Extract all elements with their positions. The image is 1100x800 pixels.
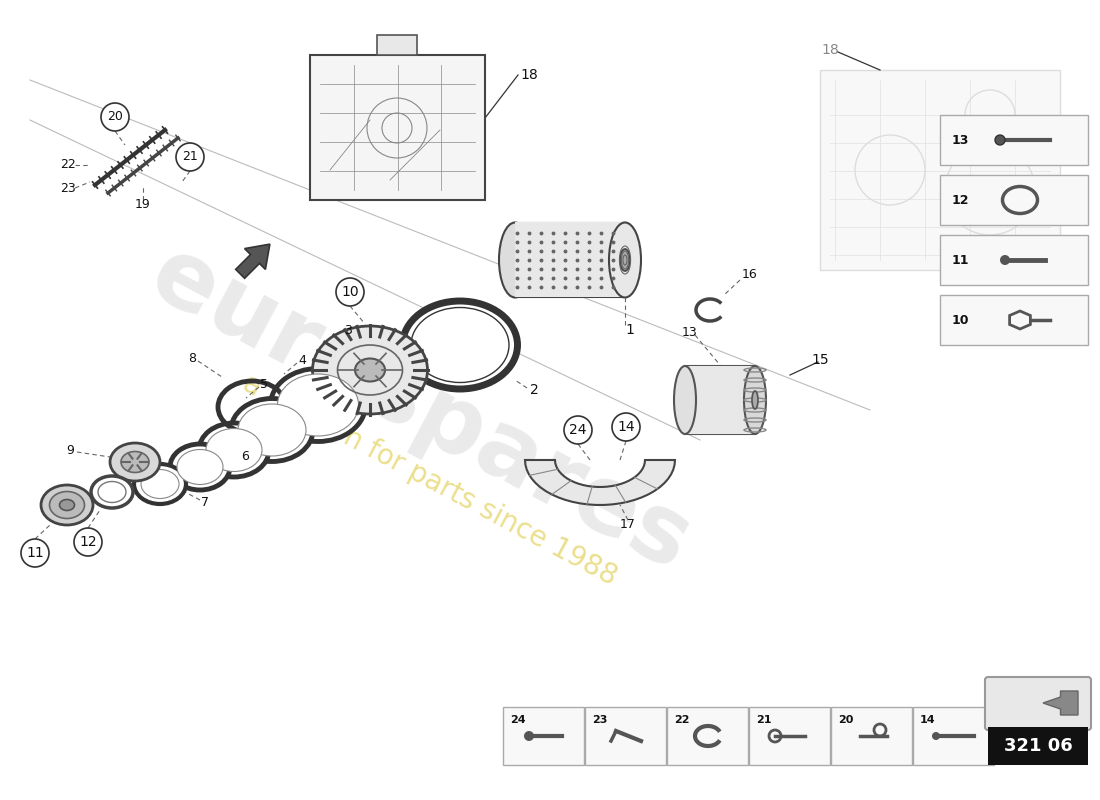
Bar	[585, 707, 666, 765]
Text: 10: 10	[341, 285, 359, 299]
Text: 22: 22	[674, 715, 690, 725]
Circle shape	[176, 143, 204, 171]
Ellipse shape	[110, 443, 160, 481]
Circle shape	[336, 278, 364, 306]
Ellipse shape	[411, 307, 509, 382]
Ellipse shape	[674, 366, 696, 434]
Polygon shape	[1043, 691, 1078, 715]
Ellipse shape	[50, 491, 85, 518]
Ellipse shape	[91, 476, 133, 508]
Ellipse shape	[271, 369, 365, 442]
Text: eurospares: eurospares	[134, 229, 705, 591]
Circle shape	[612, 413, 640, 441]
Bar	[377, 35, 417, 55]
Ellipse shape	[238, 404, 306, 456]
Circle shape	[996, 135, 1005, 145]
Polygon shape	[525, 460, 675, 505]
Text: 18: 18	[821, 43, 839, 57]
Ellipse shape	[177, 450, 223, 485]
Bar	[820, 70, 1060, 270]
Bar	[685, 366, 755, 434]
Circle shape	[524, 731, 534, 741]
Bar	[503, 707, 584, 765]
Ellipse shape	[752, 391, 758, 409]
Text: 12: 12	[952, 194, 969, 206]
Ellipse shape	[499, 222, 531, 298]
Ellipse shape	[744, 366, 766, 434]
Ellipse shape	[59, 499, 75, 510]
Text: 3: 3	[344, 325, 352, 338]
Text: 6: 6	[241, 450, 249, 463]
Bar	[940, 235, 1088, 285]
Text: 9: 9	[66, 443, 74, 457]
Ellipse shape	[231, 398, 314, 462]
Text: 13: 13	[952, 134, 969, 146]
Circle shape	[101, 103, 129, 131]
Ellipse shape	[121, 451, 148, 473]
Ellipse shape	[98, 482, 126, 502]
Text: 24: 24	[510, 715, 526, 725]
Ellipse shape	[170, 444, 230, 490]
Text: 21: 21	[183, 150, 198, 163]
FancyBboxPatch shape	[310, 55, 485, 200]
Text: 13: 13	[682, 326, 697, 338]
Bar	[940, 115, 1088, 165]
Text: 18: 18	[520, 68, 538, 82]
Text: 24: 24	[570, 423, 586, 437]
Text: 21: 21	[756, 715, 771, 725]
Ellipse shape	[609, 222, 641, 298]
Text: 14: 14	[617, 420, 635, 434]
Ellipse shape	[206, 429, 262, 471]
Text: 22: 22	[60, 158, 76, 171]
Ellipse shape	[41, 485, 94, 525]
Text: 11: 11	[952, 254, 969, 266]
Bar	[515, 222, 625, 297]
Text: 16: 16	[742, 269, 758, 282]
Text: 4: 4	[298, 354, 306, 367]
Ellipse shape	[355, 358, 385, 382]
Text: 23: 23	[60, 182, 76, 194]
Text: 23: 23	[592, 715, 607, 725]
Bar	[830, 707, 912, 765]
Text: 7: 7	[201, 495, 209, 509]
Circle shape	[932, 732, 940, 740]
Ellipse shape	[199, 423, 270, 477]
Text: 20: 20	[107, 110, 123, 123]
Bar	[667, 707, 748, 765]
Circle shape	[21, 539, 50, 567]
Bar	[913, 707, 994, 765]
Bar	[749, 707, 830, 765]
Ellipse shape	[277, 374, 359, 436]
Polygon shape	[235, 244, 270, 278]
Text: 321 06: 321 06	[1003, 737, 1072, 755]
Ellipse shape	[134, 464, 186, 504]
Text: 1: 1	[626, 323, 635, 337]
Ellipse shape	[312, 326, 428, 414]
Circle shape	[74, 528, 102, 556]
Bar	[940, 175, 1088, 225]
Text: 5: 5	[260, 378, 268, 391]
Text: 8: 8	[188, 353, 196, 366]
Ellipse shape	[620, 249, 630, 271]
Text: 20: 20	[838, 715, 854, 725]
Text: 14: 14	[920, 715, 936, 725]
Text: 17: 17	[620, 518, 636, 531]
Text: 15: 15	[811, 353, 828, 367]
Text: 12: 12	[79, 535, 97, 549]
Bar	[940, 295, 1088, 345]
Circle shape	[564, 416, 592, 444]
Text: 2: 2	[530, 383, 539, 397]
Ellipse shape	[403, 301, 517, 389]
Text: 11: 11	[26, 546, 44, 560]
Circle shape	[1000, 255, 1010, 265]
Ellipse shape	[141, 470, 179, 498]
Text: 10: 10	[952, 314, 969, 326]
Text: 19: 19	[135, 198, 151, 211]
Bar	[988, 727, 1088, 765]
Text: a passion for parts since 1988: a passion for parts since 1988	[239, 369, 622, 591]
FancyBboxPatch shape	[984, 677, 1091, 730]
